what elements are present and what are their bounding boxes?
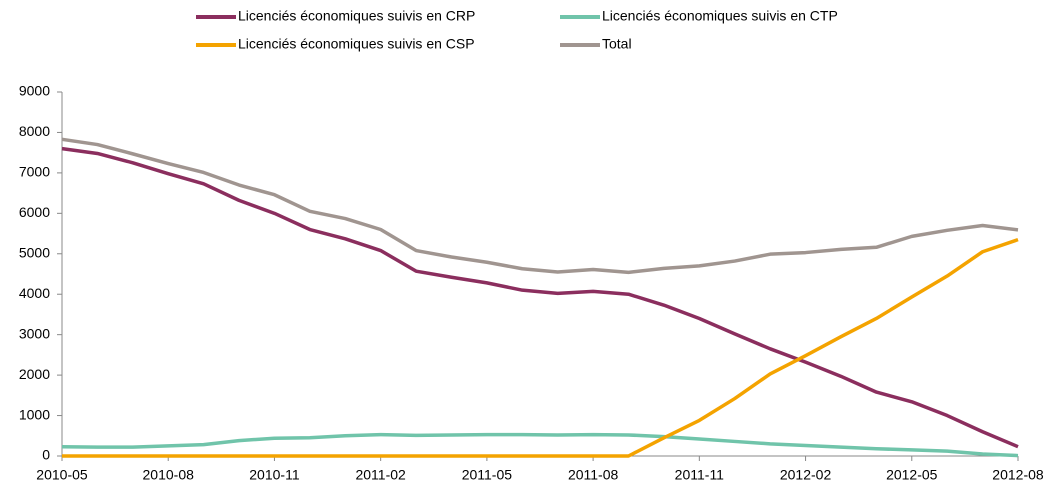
legend-label: Licenciés économiques suivis en CSP [238,36,475,52]
legend-label: Licenciés économiques suivis en CTP [602,8,838,24]
y-tick-label: 9000 [19,83,50,99]
y-tick-label: 2000 [19,366,50,382]
x-tick-label: 2011-11 [675,467,725,483]
x-tick-label: 2012-08 [992,467,1044,483]
y-tick-label: 7000 [19,164,50,180]
y-tick-label: 4000 [19,285,50,301]
y-tick-label: 5000 [19,244,50,260]
legend-label: Total [602,36,632,52]
x-tick-label: 2010-11 [249,467,300,483]
y-tick-label: 6000 [19,204,50,220]
y-tick-label: 0 [42,447,50,463]
y-tick-label: 8000 [19,123,50,139]
x-tick-label: 2012-05 [886,467,938,483]
x-tick-label: 2012-02 [780,467,832,483]
series-line [61,146,1019,449]
series-line [61,137,1019,275]
series-line [62,237,1019,458]
x-tick-label: 2010-05 [36,467,88,483]
y-tick-label: 1000 [19,406,50,422]
legend-label: Licenciés économiques suivis en CRP [238,8,475,24]
series-line [61,432,1019,458]
x-tick-label: 2010-08 [143,467,195,483]
y-tick-label: 3000 [19,325,50,341]
x-tick-label: 2011-08 [568,467,619,483]
x-tick-label: 2011-05 [462,467,513,483]
x-tick-label: 2011-02 [355,467,406,483]
